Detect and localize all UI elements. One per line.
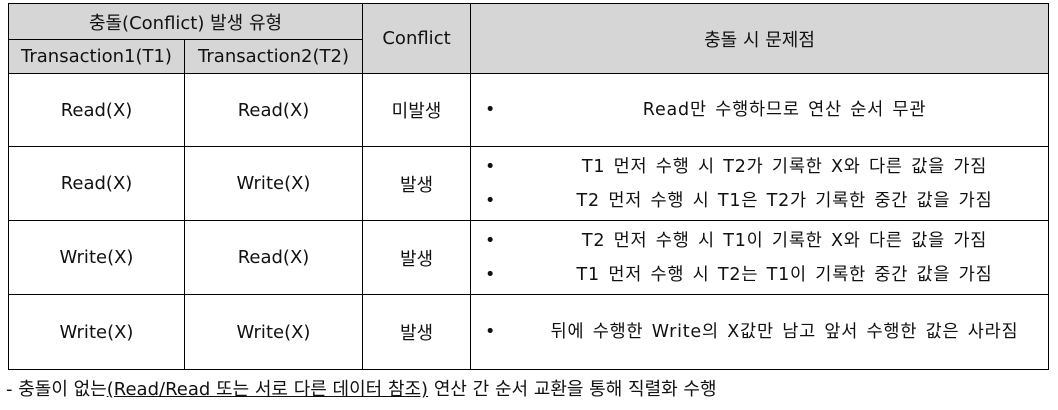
- table-row: Write(X) Read(X) 발생 T2 먼저 수행 시 T1이 기록한 X…: [8, 220, 1050, 295]
- issue-item: T1 먼저 수행 시 T2가 기록한 X와 다른 값을 가짐: [471, 150, 1048, 184]
- issue-item: T1 먼저 수행 시 T2는 T1이 기록한 중간 값을 가짐: [471, 258, 1048, 292]
- issue-list: T2 먼저 수행 시 T1이 기록한 X와 다른 값을 가짐 T1 먼저 수행 …: [471, 224, 1048, 292]
- issue-list: 뒤에 수행한 Write의 X값만 남고 앞서 수행한 값은 사라짐: [471, 317, 1048, 347]
- issue-list: T1 먼저 수행 시 T2가 기록한 X와 다른 값을 가짐 T2 먼저 수행 …: [471, 150, 1048, 218]
- cell-t2-op: Write(X): [183, 146, 364, 221]
- cell-t2-op: Read(X): [183, 73, 364, 147]
- cell-issues: Read만 수행하므로 연산 순서 무관: [470, 73, 1050, 147]
- header-issues: 충돌 시 문제점: [470, 3, 1050, 74]
- header-transaction2: Transaction2(T2): [183, 39, 364, 74]
- cell-issues: 뒤에 수행한 Write의 X값만 남고 앞서 수행한 값은 사라짐: [470, 294, 1050, 370]
- table-row: Read(X) Write(X) 발생 T1 먼저 수행 시 T2가 기록한 X…: [8, 146, 1050, 221]
- cell-t2-op: Read(X): [183, 220, 364, 295]
- footnote-suffix: 연산 간 순서 교환을 통해 직렬화 수행: [428, 379, 717, 400]
- cell-t1-op: Read(X): [8, 146, 185, 221]
- cell-conflict: 미발생: [362, 73, 472, 147]
- header-transaction1: Transaction1(T1): [8, 39, 185, 74]
- conflict-type-table: 충돌(Conflict) 발생 유형 Conflict 충돌 시 문제점 Tra…: [7, 3, 1050, 370]
- table-row: Write(X) Write(X) 발생 뒤에 수행한 Write의 X값만 남…: [8, 294, 1050, 370]
- cell-conflict: 발생: [362, 146, 472, 221]
- footnote: - 충돌이 없는(Read/Read 또는 서로 다른 데이터 참조) 연산 간…: [6, 375, 717, 401]
- table-row: Read(X) Read(X) 미발생 Read만 수행하므로 연산 순서 무관: [8, 73, 1050, 147]
- cell-t1-op: Write(X): [8, 220, 185, 295]
- footnote-parenthetical: (Read/Read 또는 서로 다른 데이터 참조): [106, 379, 429, 400]
- issue-item: Read만 수행하므로 연산 순서 무관: [471, 93, 1048, 127]
- issue-item: T2 먼저 수행 시 T1은 T2가 기록한 중간 값을 가짐: [471, 184, 1048, 218]
- cell-conflict: 발생: [362, 220, 472, 295]
- cell-t1-op: Write(X): [8, 294, 185, 370]
- header-conflict-type: 충돌(Conflict) 발생 유형: [7, 3, 364, 40]
- issue-item: T2 먼저 수행 시 T1이 기록한 X와 다른 값을 가짐: [471, 224, 1048, 258]
- footnote-prefix: - 충돌이 없는: [6, 379, 107, 400]
- cell-issues: T1 먼저 수행 시 T2가 기록한 X와 다른 값을 가짐 T2 먼저 수행 …: [470, 146, 1050, 221]
- cell-t1-op: Read(X): [8, 73, 185, 147]
- cell-issues: T2 먼저 수행 시 T1이 기록한 X와 다른 값을 가짐 T1 먼저 수행 …: [470, 220, 1050, 295]
- issue-item: 뒤에 수행한 Write의 X값만 남고 앞서 수행한 값은 사라짐: [471, 317, 1048, 347]
- issue-list: Read만 수행하므로 연산 순서 무관: [471, 93, 1048, 127]
- cell-conflict: 발생: [362, 294, 472, 370]
- header-conflict: Conflict: [362, 3, 472, 74]
- cell-t2-op: Write(X): [183, 294, 364, 370]
